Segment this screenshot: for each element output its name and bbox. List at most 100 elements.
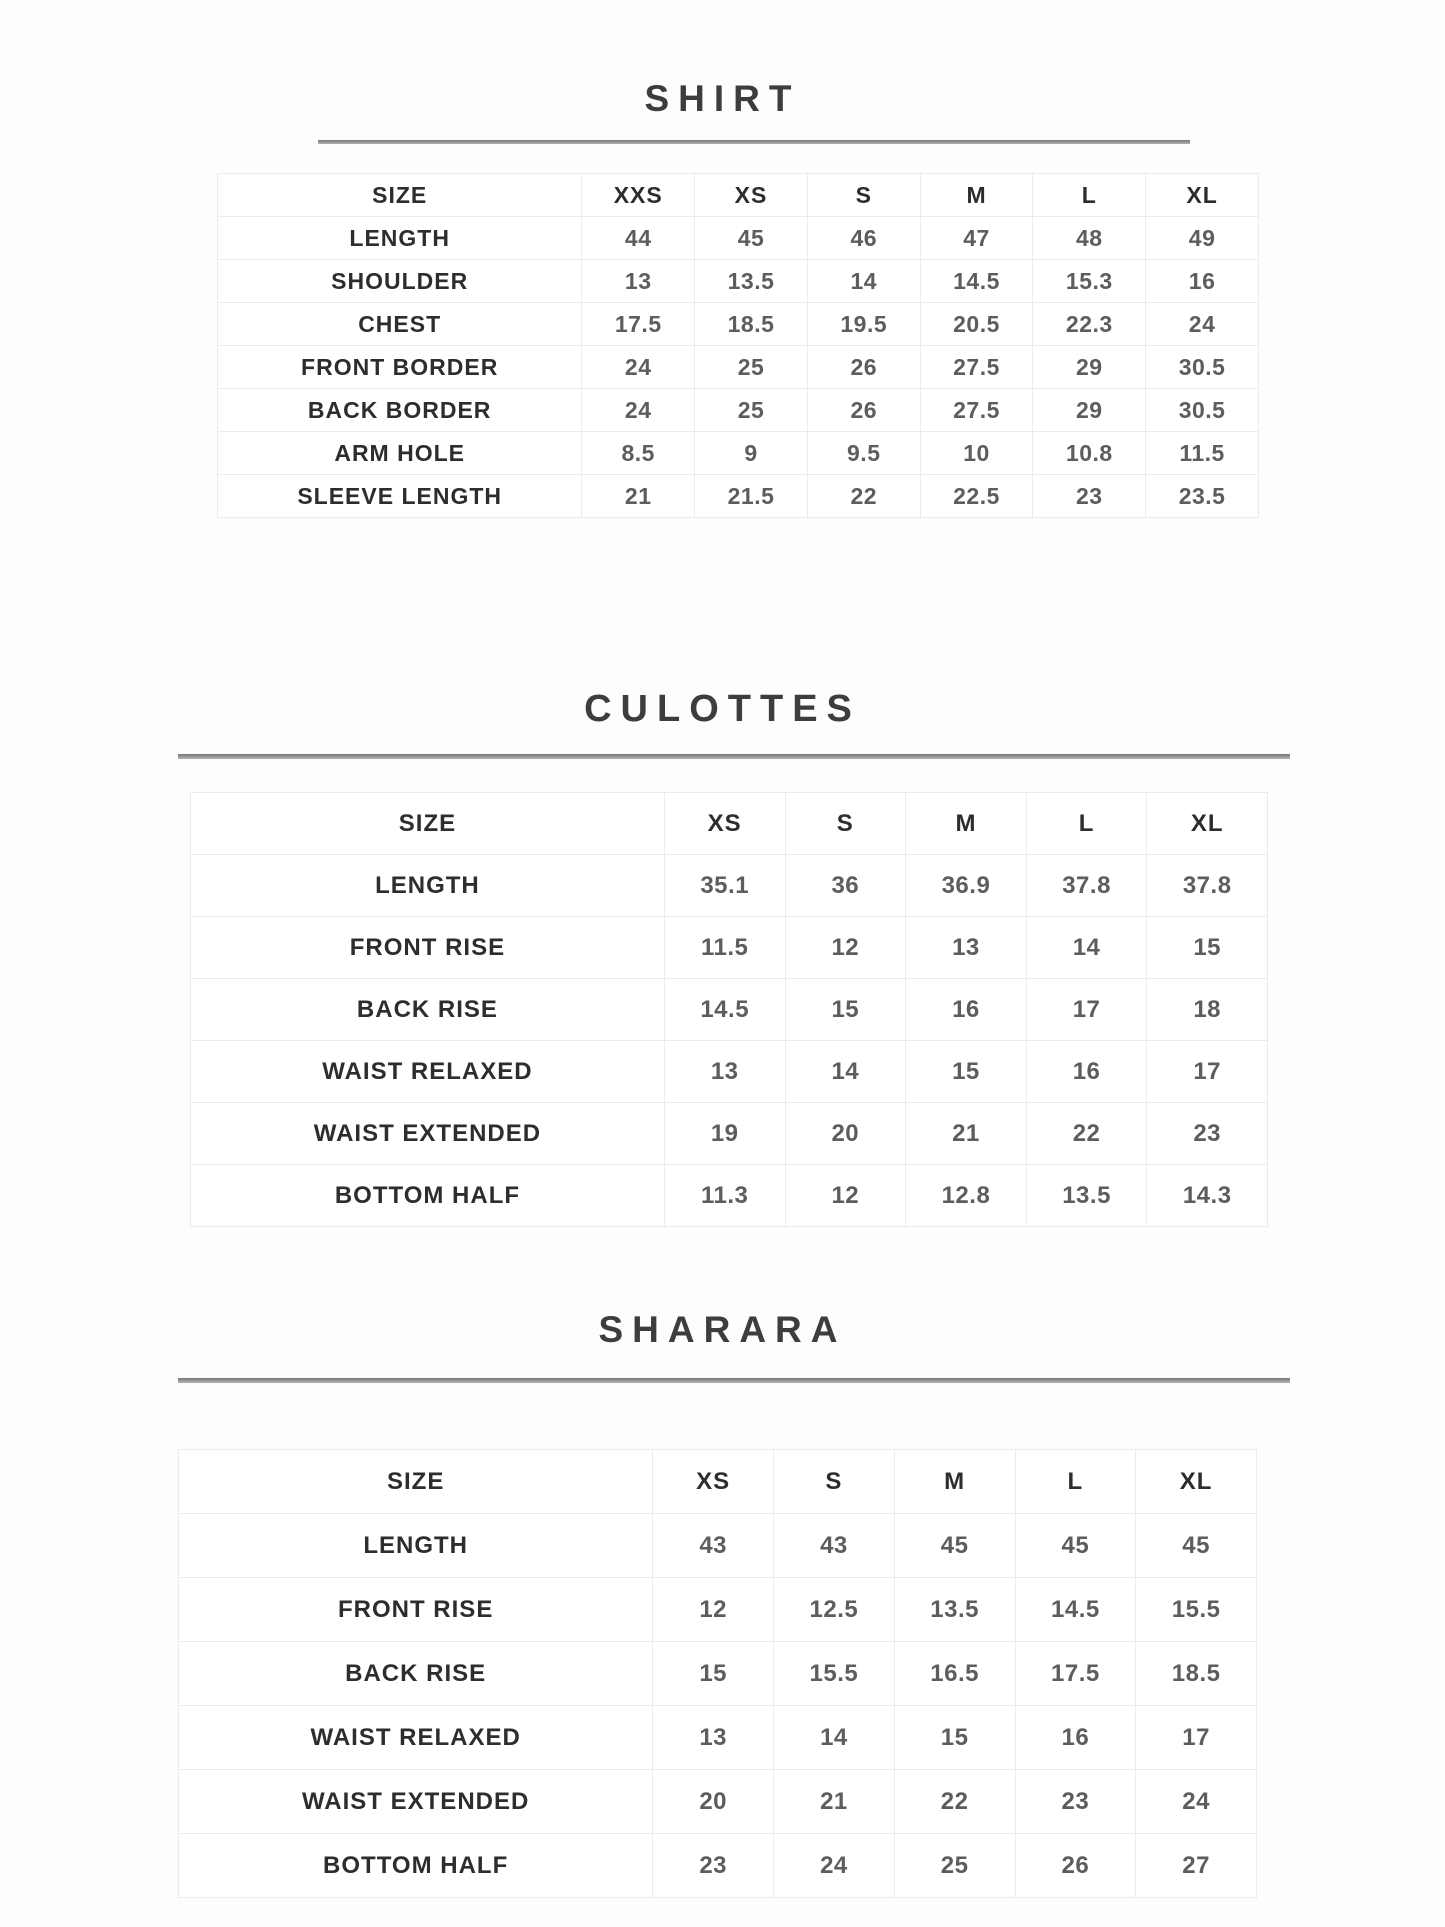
row-label: BOTTOM HALF [177, 1833, 654, 1898]
size-value-cell: 24 [581, 345, 696, 389]
shirt-section-title: SHIRT [644, 78, 801, 119]
size-value-cell: 16.5 [893, 1641, 1016, 1706]
size-value-cell: 14 [806, 259, 921, 303]
size-value-cell: 14.3 [1146, 1164, 1268, 1227]
column-header-l: L [1032, 173, 1147, 217]
size-value-cell: 17 [1025, 978, 1148, 1041]
table-row: WAIST EXTENDED 20 21 22 23 24 [177, 1769, 1257, 1834]
column-header-xs: XS [694, 173, 808, 217]
column-header-size: SIZE [216, 173, 583, 217]
size-value-cell: 14.5 [1014, 1577, 1137, 1642]
table-row: BOTTOM HALF 11.3 12 12.8 13.5 14.3 [190, 1164, 1268, 1227]
size-value-cell: 35.1 [663, 854, 786, 917]
row-label: WAIST EXTENDED [190, 1102, 665, 1165]
column-header-l: L [1014, 1449, 1137, 1514]
size-value-cell: 27.5 [919, 345, 1034, 389]
size-value-cell: 12 [652, 1577, 775, 1642]
size-value-cell: 25 [893, 1833, 1016, 1898]
size-value-cell: 45 [694, 216, 808, 260]
size-value-cell: 20.5 [919, 302, 1034, 346]
column-header-m: M [893, 1449, 1016, 1514]
column-header-size: SIZE [177, 1449, 654, 1514]
column-header-xs: XS [652, 1449, 775, 1514]
row-label: LENGTH [190, 854, 665, 917]
header-row: SIZE XXS XS S M L XL [216, 173, 1259, 217]
size-value-cell: 37.8 [1146, 854, 1268, 917]
size-value-cell: 29 [1032, 388, 1147, 432]
sharara-title-divider [178, 1378, 1290, 1383]
table-row: WAIST RELAXED 13 14 15 16 17 [190, 1040, 1268, 1103]
size-value-cell: 16 [1014, 1705, 1137, 1770]
row-label: WAIST RELAXED [190, 1040, 665, 1103]
size-value-cell: 15.3 [1032, 259, 1147, 303]
culottes-size-table: SIZE XS S M L XL LENGTH 35.1 36 36.9 37.8 37.8 FRONT… [190, 792, 1268, 1227]
size-value-cell: 20 [784, 1102, 907, 1165]
size-value-cell: 43 [773, 1513, 895, 1578]
shirt-size-table: SIZE XXS XS S M L XL LENGTH 44 45 46 47 48 49 SHOULDER… [216, 173, 1259, 518]
size-value-cell: 25 [694, 388, 808, 432]
size-value-cell: 24 [1145, 302, 1259, 346]
size-value-cell: 23 [1014, 1769, 1137, 1834]
size-value-cell: 22.3 [1032, 302, 1147, 346]
size-value-cell: 26 [1014, 1833, 1137, 1898]
size-value-cell: 47 [919, 216, 1034, 260]
culottes-section-title: CULOTTES [584, 688, 861, 730]
size-value-cell: 13 [905, 916, 1027, 979]
table-row: FRONT RISE 12 12.5 13.5 14.5 15.5 [177, 1577, 1257, 1642]
size-value-cell: 10 [919, 431, 1034, 475]
size-value-cell: 23 [652, 1833, 775, 1898]
size-value-cell: 16 [1145, 259, 1259, 303]
size-value-cell: 23 [1032, 474, 1147, 518]
row-label: FRONT RISE [177, 1577, 654, 1642]
table-row: WAIST EXTENDED 19 20 21 22 23 [190, 1102, 1268, 1165]
sharara-section: SHARARA SIZE XS S M L XL LENGTH 43 43 45 45 45 FRONT… [0, 1311, 1445, 1898]
size-value-cell: 12.5 [773, 1577, 895, 1642]
size-value-cell: 43 [652, 1513, 775, 1578]
shirt-title-divider [318, 140, 1190, 144]
column-header-size: SIZE [190, 792, 665, 855]
size-value-cell: 13 [652, 1705, 775, 1770]
size-value-cell: 26 [806, 388, 921, 432]
table-row: LENGTH 35.1 36 36.9 37.8 37.8 [190, 854, 1268, 917]
size-value-cell: 22.5 [919, 474, 1034, 518]
row-label: BACK BORDER [216, 388, 583, 432]
size-value-cell: 49 [1145, 216, 1259, 260]
size-value-cell: 27.5 [919, 388, 1034, 432]
column-header-xl: XL [1145, 173, 1259, 217]
size-value-cell: 16 [905, 978, 1027, 1041]
size-value-cell: 14 [1025, 916, 1148, 979]
table-row: SLEEVE LENGTH 21 21.5 22 22.5 23 23.5 [216, 474, 1259, 518]
size-value-cell: 13.5 [893, 1577, 1016, 1642]
table-row: WAIST RELAXED 13 14 15 16 17 [177, 1705, 1257, 1770]
size-value-cell: 24 [1135, 1769, 1257, 1834]
column-header-m: M [905, 792, 1027, 855]
size-value-cell: 15.5 [773, 1641, 895, 1706]
size-value-cell: 12.8 [905, 1164, 1027, 1227]
table-row: CHEST 17.5 18.5 19.5 20.5 22.3 24 [216, 302, 1259, 346]
row-label: FRONT RISE [190, 916, 665, 979]
row-label: BOTTOM HALF [190, 1164, 665, 1227]
table-row: FRONT RISE 11.5 12 13 14 15 [190, 916, 1268, 979]
row-label: SHOULDER [216, 259, 583, 303]
column-header-s: S [806, 173, 921, 217]
column-header-xl: XL [1135, 1449, 1257, 1514]
size-value-cell: 22 [893, 1769, 1016, 1834]
row-label: BACK RISE [190, 978, 665, 1041]
row-label: SLEEVE LENGTH [216, 474, 583, 518]
size-value-cell: 14.5 [663, 978, 786, 1041]
size-value-cell: 21 [773, 1769, 895, 1834]
size-value-cell: 45 [1014, 1513, 1137, 1578]
size-value-cell: 15.5 [1135, 1577, 1257, 1642]
culottes-section: CULOTTES SIZE XS S M L XL LENGTH 35.1 36 36.9 37.8… [0, 690, 1445, 1227]
size-value-cell: 23 [1146, 1102, 1268, 1165]
table-row: LENGTH 44 45 46 47 48 49 [216, 216, 1259, 260]
table-row: BOTTOM HALF 23 24 25 26 27 [177, 1833, 1257, 1898]
size-value-cell: 45 [893, 1513, 1016, 1578]
row-label: LENGTH [177, 1513, 654, 1578]
size-value-cell: 21 [905, 1102, 1027, 1165]
size-value-cell: 9.5 [806, 431, 921, 475]
size-value-cell: 30.5 [1145, 345, 1259, 389]
size-value-cell: 23.5 [1145, 474, 1259, 518]
size-value-cell: 20 [652, 1769, 775, 1834]
